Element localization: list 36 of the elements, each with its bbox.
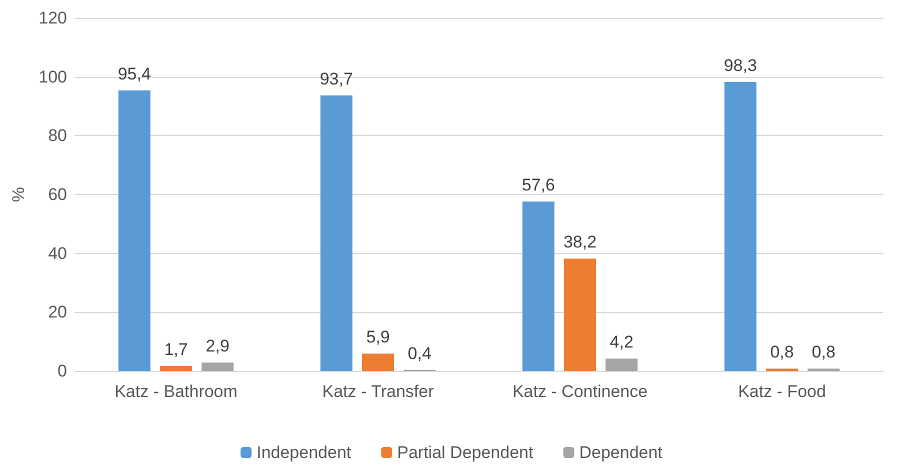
data-label: 95,4 bbox=[118, 64, 151, 84]
y-tick-label: 20 bbox=[48, 302, 67, 322]
data-label: 98,3 bbox=[724, 56, 757, 75]
bar bbox=[522, 202, 554, 371]
bar bbox=[118, 90, 150, 371]
data-label: 0,8 bbox=[770, 342, 794, 362]
data-label: 4,2 bbox=[610, 332, 634, 352]
data-label: 0,4 bbox=[408, 344, 432, 363]
y-axis-title: % bbox=[9, 186, 28, 202]
y-tick-label: 60 bbox=[48, 185, 67, 204]
data-label: 2,9 bbox=[206, 336, 230, 356]
data-label: 1,7 bbox=[164, 340, 188, 359]
bar bbox=[160, 366, 192, 371]
x-tick-label: Katz - Continence bbox=[512, 382, 648, 401]
bar bbox=[724, 82, 756, 371]
data-label: 5,9 bbox=[366, 328, 390, 347]
legend-label: Partial Dependent bbox=[397, 443, 534, 462]
y-tick-label: 80 bbox=[48, 126, 67, 146]
bar bbox=[320, 95, 352, 371]
data-label: 38,2 bbox=[563, 232, 597, 252]
y-tick-label: 40 bbox=[48, 244, 67, 263]
bar bbox=[362, 354, 394, 371]
data-label: 0,8 bbox=[812, 342, 836, 362]
y-tick-label: 120 bbox=[38, 8, 67, 28]
y-tick-label: 100 bbox=[38, 67, 67, 86]
bar bbox=[202, 362, 234, 371]
bar bbox=[564, 258, 596, 371]
data-label: 93,7 bbox=[320, 69, 353, 88]
bar bbox=[606, 358, 638, 371]
x-tick-label: Katz - Bathroom bbox=[114, 382, 238, 401]
y-tick-label: 0 bbox=[58, 362, 67, 380]
legend-label: Independent bbox=[256, 443, 352, 462]
data-label: 57,6 bbox=[522, 176, 555, 195]
x-tick-label: Katz - Transfer bbox=[322, 382, 434, 401]
x-tick-label: Katz - Food bbox=[738, 382, 826, 401]
legend-label: Dependent bbox=[579, 443, 663, 462]
